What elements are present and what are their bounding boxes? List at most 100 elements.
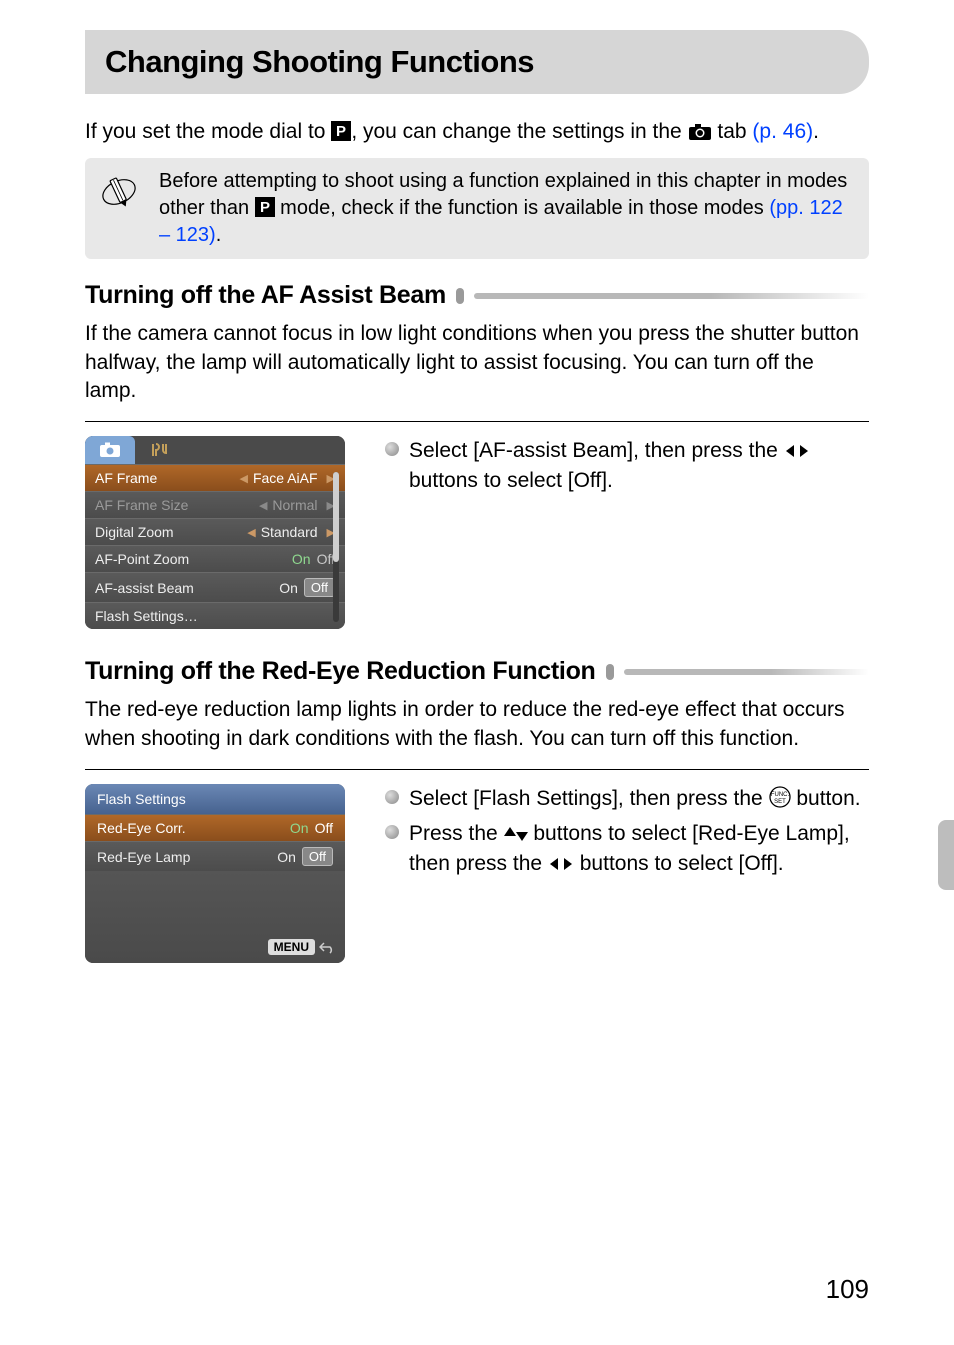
- tri-left-icon: ◀: [259, 499, 267, 512]
- instr-text-1: Press the: [409, 822, 504, 845]
- page-title-bar: Changing Shooting Functions: [85, 30, 869, 94]
- camera-tab-icon: [688, 123, 712, 141]
- pencil-icon: [99, 172, 139, 212]
- section-2-instructions: Select [Flash Settings], then press the …: [385, 784, 869, 884]
- flash-menu-header: Flash Settings: [85, 784, 345, 814]
- menu-row-flash-settings[interactable]: Flash Settings…: [85, 602, 345, 629]
- page-title: Changing Shooting Functions: [105, 44, 849, 80]
- instr-text-3: buttons to select [Off].: [574, 852, 784, 875]
- menu-row-af-frame[interactable]: AF Frame ◀Face AiAF▶: [85, 464, 345, 491]
- menu-value-text: Normal: [272, 497, 317, 513]
- heading-rule: [624, 669, 869, 675]
- func-set-icon: FUNC.SET: [769, 786, 791, 808]
- page-number: 109: [826, 1274, 869, 1305]
- menu-label-pill: MENU: [268, 939, 315, 955]
- menu-label: Red-Eye Corr.: [97, 820, 186, 836]
- section-2-figure-row: Flash Settings Red-Eye Corr. On Off Red-E…: [85, 784, 869, 963]
- intro-link[interactable]: (p. 46): [752, 120, 813, 143]
- camera-tab[interactable]: [85, 436, 135, 464]
- svg-text:P: P: [260, 199, 270, 216]
- section-1-instructions: Select [AF-assist Beam], then press the …: [385, 436, 869, 501]
- page-side-tab: [938, 820, 954, 890]
- menu-label: Red-Eye Lamp: [97, 849, 190, 865]
- section-2-heading: Turning off the Red-Eye Reduction Functi…: [85, 657, 596, 686]
- instr-text-2: buttons to select [Off].: [409, 469, 613, 492]
- menu-label: Flash Settings…: [95, 608, 198, 624]
- tools-icon: [149, 442, 169, 458]
- menu-row-red-eye-corr[interactable]: Red-Eye Corr. On Off: [85, 814, 345, 841]
- menu-value-text: Face AiAF: [253, 470, 318, 486]
- section-1-heading-row: Turning off the AF Assist Beam: [85, 281, 869, 310]
- p-mode-icon: P: [255, 197, 275, 217]
- menu-row-af-frame-size: AF Frame Size ◀Normal▶: [85, 491, 345, 518]
- section-1-heading: Turning off the AF Assist Beam: [85, 281, 446, 310]
- on-label: On: [277, 849, 296, 865]
- note-text-3: .: [216, 224, 222, 246]
- up-down-icon: [504, 825, 528, 843]
- menu-value: ◀Standard▶: [247, 524, 335, 540]
- instruction-text: Press the buttons to select [Red-Eye Lam…: [409, 819, 869, 878]
- note-box: Before attempting to shoot using a funct…: [85, 158, 869, 259]
- svg-text:SET: SET: [774, 799, 786, 805]
- note-text-2: mode, check if the function is available…: [275, 197, 770, 219]
- undo-icon: [319, 940, 335, 954]
- section-1-figure-row: AF Frame ◀Face AiAF▶ AF Frame Size ◀Norm…: [85, 436, 869, 629]
- separator-2: [85, 769, 869, 770]
- heading-rule-cap: [456, 288, 464, 304]
- section-2-body: The red-eye reduction lamp lights in ord…: [85, 696, 869, 753]
- menu-value: ◀Face AiAF▶: [239, 470, 335, 486]
- scrollbar-thumb[interactable]: [333, 472, 339, 562]
- bullet-icon: [385, 442, 399, 456]
- menu-row-af-assist-beam[interactable]: AF-assist Beam On Off: [85, 572, 345, 602]
- section-2-heading-row: Turning off the Red-Eye Reduction Functi…: [85, 657, 869, 686]
- menu-row-digital-zoom[interactable]: Digital Zoom ◀Standard▶: [85, 518, 345, 545]
- heading-rule: [474, 293, 869, 299]
- bullet-icon: [385, 790, 399, 804]
- tools-tab[interactable]: [135, 436, 183, 464]
- tri-left-icon: ◀: [247, 526, 255, 539]
- camera-icon: [99, 442, 121, 458]
- note-text: Before attempting to shoot using a funct…: [159, 168, 855, 249]
- on-label: On: [290, 820, 309, 836]
- instr-text-1: Select [Flash Settings], then press the: [409, 787, 769, 810]
- camera-menu-1: AF Frame ◀Face AiAF▶ AF Frame Size ◀Norm…: [85, 436, 345, 629]
- bullet-icon: [385, 825, 399, 839]
- onoff-toggle: OnOff: [292, 551, 335, 567]
- intro-paragraph: If you set the mode dial to P, you can c…: [85, 118, 869, 146]
- instruction-text: Select [AF-assist Beam], then press the …: [409, 436, 869, 495]
- left-right-icon: [548, 855, 574, 873]
- flash-settings-menu: Flash Settings Red-Eye Corr. On Off Red-E…: [85, 784, 345, 963]
- menu-row-af-point-zoom[interactable]: AF-Point Zoom OnOff: [85, 545, 345, 572]
- camera-menu-1-wrap: AF Frame ◀Face AiAF▶ AF Frame Size ◀Norm…: [85, 436, 345, 629]
- off-pill: Off: [302, 847, 333, 866]
- instr-text-2: button.: [791, 787, 861, 810]
- svg-text:FUNC.: FUNC.: [770, 792, 789, 798]
- intro-text-3: tab: [712, 120, 753, 143]
- p-mode-icon: P: [331, 121, 351, 141]
- menu-label: AF-assist Beam: [95, 580, 194, 596]
- heading-rule-cap: [606, 664, 614, 680]
- onoff-toggle: On Off: [277, 847, 333, 866]
- menu-value: ◀Normal▶: [259, 497, 335, 513]
- left-right-icon: [784, 442, 810, 460]
- onoff-toggle: On Off: [290, 820, 333, 836]
- menu-label: Digital Zoom: [95, 524, 174, 540]
- instruction-bullet: Press the buttons to select [Red-Eye Lam…: [385, 819, 869, 878]
- intro-text-4: .: [813, 120, 819, 143]
- menu-back-indicator: MENU: [268, 939, 335, 955]
- on-label: On: [292, 551, 311, 567]
- separator-1: [85, 421, 869, 422]
- intro-text-2: , you can change the settings in the: [351, 120, 687, 143]
- onoff-toggle: On Off: [279, 578, 335, 597]
- off-label: Off: [315, 820, 333, 836]
- intro-text-1: If you set the mode dial to: [85, 120, 331, 143]
- menu-row-red-eye-lamp[interactable]: Red-Eye Lamp On Off: [85, 841, 345, 871]
- section-1-body: If the camera cannot focus in low light …: [85, 320, 869, 405]
- menu-value-text: Standard: [261, 524, 318, 540]
- off-pill: Off: [304, 578, 335, 597]
- instr-text-1: Select [AF-assist Beam], then press the: [409, 439, 784, 462]
- on-label: On: [279, 580, 298, 596]
- menu-tabs: [85, 436, 345, 464]
- tri-left-icon: ◀: [239, 472, 247, 485]
- menu-label: AF Frame: [95, 470, 157, 486]
